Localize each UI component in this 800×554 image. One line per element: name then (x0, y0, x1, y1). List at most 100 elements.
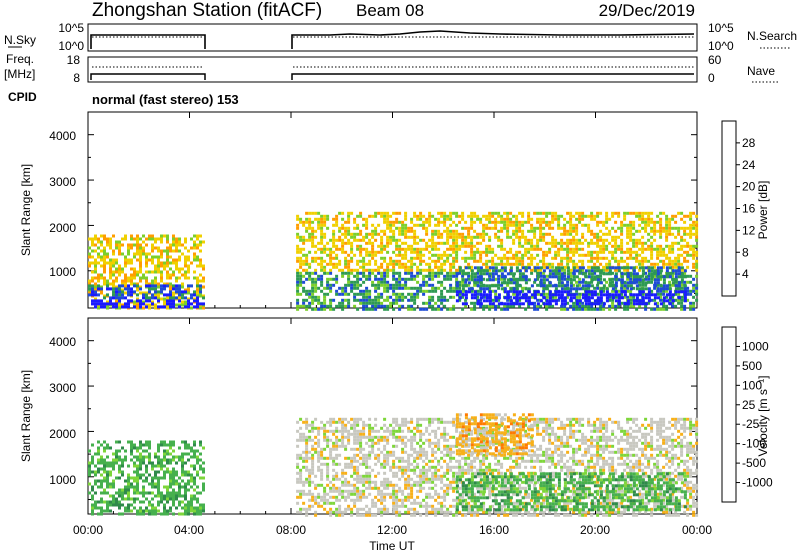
power-cell (94, 305, 97, 309)
power-cell (650, 293, 654, 297)
power-cell (97, 306, 100, 310)
power-cell (419, 286, 423, 290)
power-cell (446, 271, 450, 275)
power-cell (350, 280, 354, 284)
power-cell (386, 298, 390, 302)
velocity-cell (401, 459, 405, 463)
velocity-cell (374, 462, 378, 466)
power-cell (115, 243, 118, 247)
power-cell (353, 235, 357, 239)
power-cell (386, 295, 390, 299)
power-cell (518, 296, 522, 300)
velocity-cell (401, 438, 405, 442)
power-cell (650, 229, 654, 233)
power-cell (464, 226, 468, 230)
power-cell (380, 256, 384, 260)
power-cell (605, 299, 609, 303)
power-cell (380, 301, 384, 305)
power-cell (476, 280, 480, 284)
power-cell (199, 273, 202, 277)
power-cell (686, 241, 690, 245)
power-cell (536, 304, 540, 308)
velocity-cell (389, 468, 393, 472)
power-cell (590, 296, 594, 300)
power-cell (320, 283, 324, 287)
velocity-cell (368, 513, 372, 517)
power-cell (410, 244, 414, 248)
velocity-cell (341, 438, 345, 442)
power-cell (320, 217, 324, 221)
power-cell (479, 253, 483, 257)
power-cell (311, 292, 315, 296)
velocity-cell (145, 449, 148, 453)
power-cell (338, 301, 342, 305)
power-cell (323, 268, 327, 272)
power-cell (641, 235, 645, 239)
velocity-cell (109, 500, 112, 504)
power-cell (491, 284, 495, 288)
power-cell (317, 277, 321, 281)
power-cell (512, 272, 516, 276)
power-cell (178, 293, 181, 297)
power-cell (602, 278, 606, 282)
velocity-cell (103, 464, 106, 468)
power-cell (503, 211, 507, 215)
power-cell (548, 220, 552, 224)
power-cell (184, 288, 187, 292)
velocity-cell (395, 417, 399, 421)
power-cell (166, 234, 169, 238)
cpid-label: CPID (8, 90, 37, 104)
velocity-cell (368, 480, 372, 484)
velocity-cell (344, 480, 348, 484)
velocity-cell (160, 494, 163, 498)
power-cell (305, 262, 309, 266)
power-cell (512, 238, 516, 242)
power-cell (199, 258, 202, 262)
power-cell (542, 217, 546, 221)
power-cell (440, 268, 444, 272)
power-cell (476, 241, 480, 245)
power-cell (437, 295, 441, 299)
power-cell (557, 266, 561, 270)
power-cell (680, 235, 684, 239)
power-cell (449, 274, 453, 278)
power-cell (629, 293, 633, 297)
power-cell (551, 235, 555, 239)
velocity-cell (386, 507, 390, 511)
power-cell (497, 244, 501, 248)
power-cell (680, 272, 684, 276)
velocity-cell (371, 426, 375, 430)
power-cell (614, 275, 618, 279)
power-cell (404, 229, 408, 233)
velocity-cell (350, 426, 354, 430)
power-cell (395, 280, 399, 284)
power-cell (566, 269, 570, 273)
power-cell (175, 276, 178, 280)
power-cell (629, 272, 633, 276)
velocity-cell (329, 480, 333, 484)
power-cell (392, 250, 396, 254)
power-cell (109, 240, 112, 244)
power-cell (617, 266, 621, 270)
velocity-cell (335, 498, 339, 502)
power-cell (299, 283, 303, 287)
velocity-cell (362, 459, 366, 463)
power-cell (620, 256, 624, 260)
velocity-cell (386, 429, 390, 433)
velocity-cell (323, 432, 327, 436)
power-cell (572, 296, 576, 300)
velocity-cell (118, 440, 121, 444)
power-cell (542, 289, 546, 293)
power-cell (377, 244, 381, 248)
power-cell (527, 229, 531, 233)
velocity-cell (377, 486, 381, 490)
power-cell (665, 223, 669, 227)
power-cell (641, 256, 645, 260)
power-cell (389, 268, 393, 272)
power-cell (650, 289, 654, 293)
power-cell (91, 279, 94, 283)
power-cell (554, 238, 558, 242)
power-cell (665, 295, 669, 299)
velocity-cell (118, 503, 121, 507)
power-cell (326, 262, 330, 266)
